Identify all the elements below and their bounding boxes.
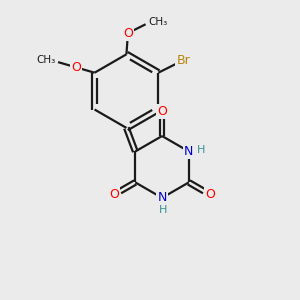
Text: N: N	[184, 145, 194, 158]
Text: Br: Br	[176, 54, 190, 67]
Text: O: O	[110, 188, 119, 201]
Text: N: N	[158, 191, 167, 204]
Text: O: O	[123, 27, 133, 40]
Text: H: H	[197, 145, 206, 155]
Text: O: O	[205, 188, 215, 201]
Text: O: O	[71, 61, 81, 74]
Text: CH₃: CH₃	[36, 55, 55, 65]
Text: H: H	[159, 205, 168, 215]
Text: O: O	[157, 105, 167, 119]
Text: CH₃: CH₃	[148, 17, 168, 27]
